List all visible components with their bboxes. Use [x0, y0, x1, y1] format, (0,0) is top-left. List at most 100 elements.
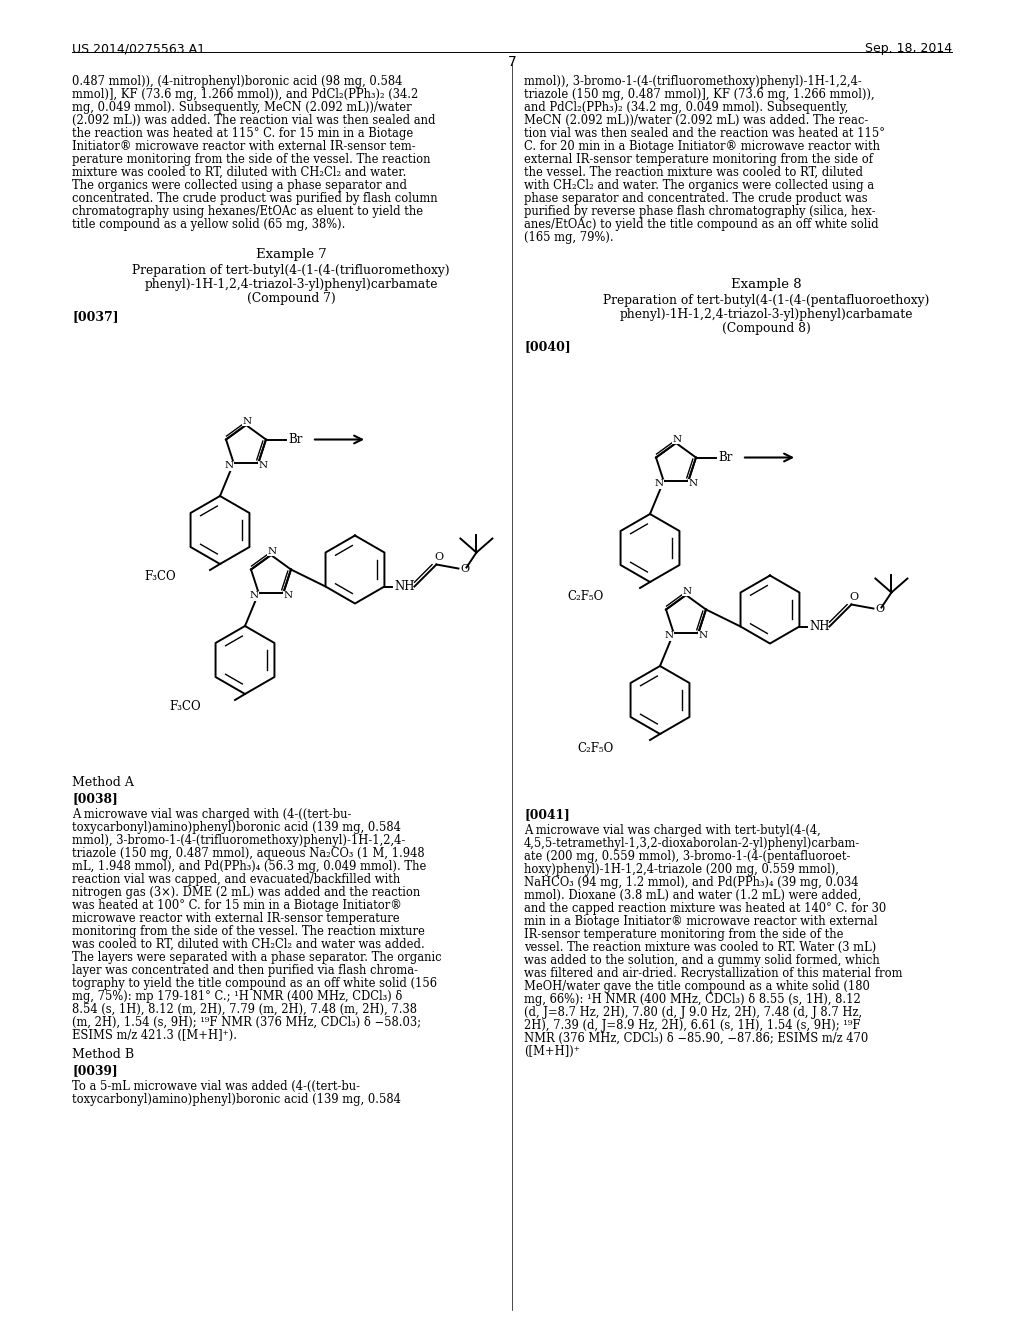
Text: Preparation of tert-butyl(4-(1-(4-(pentafluoroethoxy): Preparation of tert-butyl(4-(1-(4-(penta…: [603, 294, 929, 308]
Text: nitrogen gas (3×). DME (2 mL) was added and the reaction: nitrogen gas (3×). DME (2 mL) was added …: [72, 886, 420, 899]
Text: external IR-sensor temperature monitoring from the side of: external IR-sensor temperature monitorin…: [524, 153, 873, 166]
Text: mmol)), 3-bromo-1-(4-(trifluoromethoxy)phenyl)-1H-1,2,4-: mmol)), 3-bromo-1-(4-(trifluoromethoxy)p…: [524, 75, 862, 88]
Text: Method B: Method B: [72, 1048, 134, 1061]
Text: Preparation of tert-butyl(4-(1-(4-(trifluoromethoxy): Preparation of tert-butyl(4-(1-(4-(trifl…: [132, 264, 450, 277]
Text: was added to the solution, and a gummy solid formed, which: was added to the solution, and a gummy s…: [524, 954, 880, 968]
Text: N: N: [267, 546, 276, 556]
Text: triazole (150 mg, 0.487 mmol), aqueous Na₂CO₃ (1 M, 1.948: triazole (150 mg, 0.487 mmol), aqueous N…: [72, 847, 425, 861]
Text: ESIMS m/z 421.3 ([M+H]⁺).: ESIMS m/z 421.3 ([M+H]⁺).: [72, 1030, 237, 1041]
Text: 7: 7: [508, 55, 516, 69]
Text: phenyl)-1H-1,2,4-triazol-3-yl)phenyl)carbamate: phenyl)-1H-1,2,4-triazol-3-yl)phenyl)car…: [144, 279, 437, 290]
Text: N: N: [243, 417, 252, 425]
Text: O: O: [435, 552, 444, 561]
Text: N: N: [665, 631, 673, 640]
Text: toxycarbonyl)amino)phenyl)boronic acid (139 mg, 0.584: toxycarbonyl)amino)phenyl)boronic acid (…: [72, 821, 400, 834]
Text: anes/EtOAc) to yield the title compound as an off white solid: anes/EtOAc) to yield the title compound …: [524, 218, 879, 231]
Text: was heated at 100° C. for 15 min in a Biotage Initiator®: was heated at 100° C. for 15 min in a Bi…: [72, 899, 401, 912]
Text: NH: NH: [809, 620, 829, 634]
Text: N: N: [682, 586, 691, 595]
Text: A microwave vial was charged with tert-butyl(4-(4,: A microwave vial was charged with tert-b…: [524, 824, 821, 837]
Text: C₂F₅O: C₂F₅O: [578, 742, 614, 755]
Text: [0041]: [0041]: [524, 808, 569, 821]
Text: title compound as a yellow solid (65 mg, 38%).: title compound as a yellow solid (65 mg,…: [72, 218, 345, 231]
Text: C. for 20 min in a Biotage Initiator® microwave reactor with: C. for 20 min in a Biotage Initiator® mi…: [524, 140, 880, 153]
Text: F₃CO: F₃CO: [144, 569, 176, 582]
Text: microwave reactor with external IR-sensor temperature: microwave reactor with external IR-senso…: [72, 912, 399, 925]
Text: mmol), 3-bromo-1-(4-(trifluoromethoxy)phenyl)-1H-1,2,4-: mmol), 3-bromo-1-(4-(trifluoromethoxy)ph…: [72, 834, 406, 847]
Text: purified by reverse phase flash chromatography (silica, hex-: purified by reverse phase flash chromato…: [524, 205, 876, 218]
Text: Initiator® microwave reactor with external IR-sensor tem-: Initiator® microwave reactor with extern…: [72, 140, 416, 153]
Text: N: N: [654, 479, 664, 488]
Text: NMR (376 MHz, CDCl₃) δ −85.90, −87.86; ESIMS m/z 470: NMR (376 MHz, CDCl₃) δ −85.90, −87.86; E…: [524, 1032, 868, 1045]
Text: C₂F₅O: C₂F₅O: [567, 590, 604, 602]
Text: mg, 66%): ¹H NMR (400 MHz, CDCl₃) δ 8.55 (s, 1H), 8.12: mg, 66%): ¹H NMR (400 MHz, CDCl₃) δ 8.55…: [524, 993, 861, 1006]
Text: perature monitoring from the side of the vessel. The reaction: perature monitoring from the side of the…: [72, 153, 430, 166]
Text: (d, J=8.7 Hz, 2H), 7.80 (d, J 9.0 Hz, 2H), 7.48 (d, J 8.7 Hz,: (d, J=8.7 Hz, 2H), 7.80 (d, J 9.0 Hz, 2H…: [524, 1006, 862, 1019]
Text: Br: Br: [718, 451, 732, 465]
Text: hoxy)phenyl)-1H-1,2,4-triazole (200 mg, 0.559 mmol),: hoxy)phenyl)-1H-1,2,4-triazole (200 mg, …: [524, 863, 839, 876]
Text: mmol)], KF (73.6 mg, 1.266 mmol)), and PdCl₂(PPh₃)₂ (34.2: mmol)], KF (73.6 mg, 1.266 mmol)), and P…: [72, 88, 418, 102]
Text: [0039]: [0039]: [72, 1064, 118, 1077]
Text: tography to yield the title compound as an off white solid (156: tography to yield the title compound as …: [72, 977, 437, 990]
Text: 2H), 7.39 (d, J=8.9 Hz, 2H), 6.61 (s, 1H), 1.54 (s, 9H); ¹⁹F: 2H), 7.39 (d, J=8.9 Hz, 2H), 6.61 (s, 1H…: [524, 1019, 860, 1032]
Text: [0037]: [0037]: [72, 310, 119, 323]
Text: 4,5,5-tetramethyl-1,3,2-dioxaborolan-2-yl)phenyl)carbam-: 4,5,5-tetramethyl-1,3,2-dioxaborolan-2-y…: [524, 837, 860, 850]
Text: O: O: [461, 564, 470, 573]
Text: was cooled to RT, diluted with CH₂Cl₂ and water was added.: was cooled to RT, diluted with CH₂Cl₂ an…: [72, 939, 425, 950]
Text: N: N: [224, 462, 233, 470]
Text: mmol). Dioxane (3.8 mL) and water (1.2 mL) were added,: mmol). Dioxane (3.8 mL) and water (1.2 m…: [524, 888, 861, 902]
Text: NH: NH: [394, 579, 415, 593]
Text: The layers were separated with a phase separator. The organic: The layers were separated with a phase s…: [72, 950, 441, 964]
Text: [0040]: [0040]: [524, 341, 570, 352]
Text: mg, 75%): mp 179-181° C.; ¹H NMR (400 MHz, CDCl₃) δ: mg, 75%): mp 179-181° C.; ¹H NMR (400 MH…: [72, 990, 402, 1003]
Text: was filtered and air-dried. Recrystallization of this material from: was filtered and air-dried. Recrystalliz…: [524, 968, 902, 979]
Text: N: N: [673, 434, 682, 444]
Text: (165 mg, 79%).: (165 mg, 79%).: [524, 231, 613, 244]
Text: phenyl)-1H-1,2,4-triazol-3-yl)phenyl)carbamate: phenyl)-1H-1,2,4-triazol-3-yl)phenyl)car…: [620, 308, 912, 321]
Text: (2.092 mL)) was added. The reaction vial was then sealed and: (2.092 mL)) was added. The reaction vial…: [72, 114, 435, 127]
Text: (Compound 8): (Compound 8): [722, 322, 810, 335]
Text: N: N: [689, 479, 698, 488]
Text: mL, 1.948 mmol), and Pd(PPh₃)₄ (56.3 mg, 0.049 mmol). The: mL, 1.948 mmol), and Pd(PPh₃)₄ (56.3 mg,…: [72, 861, 426, 873]
Text: concentrated. The crude product was purified by flash column: concentrated. The crude product was puri…: [72, 191, 437, 205]
Text: N: N: [259, 462, 268, 470]
Text: toxycarbonyl)amino)phenyl)boronic acid (139 mg, 0.584: toxycarbonyl)amino)phenyl)boronic acid (…: [72, 1093, 400, 1106]
Text: A microwave vial was charged with (4-((tert-bu-: A microwave vial was charged with (4-((t…: [72, 808, 351, 821]
Text: N: N: [249, 591, 258, 601]
Text: ate (200 mg, 0.559 mmol), 3-bromo-1-(4-(pentafluoroet-: ate (200 mg, 0.559 mmol), 3-bromo-1-(4-(…: [524, 850, 850, 863]
Text: mg, 0.049 mmol). Subsequently, MeCN (2.092 mL))/water: mg, 0.049 mmol). Subsequently, MeCN (2.0…: [72, 102, 412, 114]
Text: layer was concentrated and then purified via flash chroma-: layer was concentrated and then purified…: [72, 964, 418, 977]
Text: vessel. The reaction mixture was cooled to RT. Water (3 mL): vessel. The reaction mixture was cooled …: [524, 941, 877, 954]
Text: To a 5-mL microwave vial was added (4-((tert-bu-: To a 5-mL microwave vial was added (4-((…: [72, 1080, 360, 1093]
Text: O: O: [850, 591, 859, 602]
Text: the vessel. The reaction mixture was cooled to RT, diluted: the vessel. The reaction mixture was coo…: [524, 166, 863, 180]
Text: Method A: Method A: [72, 776, 134, 789]
Text: mixture was cooled to RT, diluted with CH₂Cl₂ and water.: mixture was cooled to RT, diluted with C…: [72, 166, 407, 180]
Text: Br: Br: [288, 433, 302, 446]
Text: phase separator and concentrated. The crude product was: phase separator and concentrated. The cr…: [524, 191, 867, 205]
Text: [0038]: [0038]: [72, 792, 118, 805]
Text: N: N: [284, 591, 293, 601]
Text: F₃CO: F₃CO: [169, 700, 201, 713]
Text: the reaction was heated at 115° C. for 15 min in a Biotage: the reaction was heated at 115° C. for 1…: [72, 127, 414, 140]
Text: N: N: [698, 631, 708, 640]
Text: MeCN (2.092 mL))/water (2.092 mL) was added. The reac-: MeCN (2.092 mL))/water (2.092 mL) was ad…: [524, 114, 868, 127]
Text: The organics were collected using a phase separator and: The organics were collected using a phas…: [72, 180, 407, 191]
Text: Example 8: Example 8: [731, 279, 802, 290]
Text: NaHCO₃ (94 mg, 1.2 mmol), and Pd(PPh₃)₄ (39 mg, 0.034: NaHCO₃ (94 mg, 1.2 mmol), and Pd(PPh₃)₄ …: [524, 876, 858, 888]
Text: 0.487 mmol)), (4-nitrophenyl)boronic acid (98 mg, 0.584: 0.487 mmol)), (4-nitrophenyl)boronic aci…: [72, 75, 402, 88]
Text: with CH₂Cl₂ and water. The organics were collected using a: with CH₂Cl₂ and water. The organics were…: [524, 180, 874, 191]
Text: tion vial was then sealed and the reaction was heated at 115°: tion vial was then sealed and the reacti…: [524, 127, 885, 140]
Text: IR-sensor temperature monitoring from the side of the: IR-sensor temperature monitoring from th…: [524, 928, 844, 941]
Text: MeOH/water gave the title compound as a white solid (180: MeOH/water gave the title compound as a …: [524, 979, 869, 993]
Text: reaction vial was capped, and evacuated/backfilled with: reaction vial was capped, and evacuated/…: [72, 873, 400, 886]
Text: (Compound 7): (Compound 7): [247, 292, 336, 305]
Text: 8.54 (s, 1H), 8.12 (m, 2H), 7.79 (m, 2H), 7.48 (m, 2H), 7.38: 8.54 (s, 1H), 8.12 (m, 2H), 7.79 (m, 2H)…: [72, 1003, 417, 1016]
Text: US 2014/0275563 A1: US 2014/0275563 A1: [72, 42, 205, 55]
Text: Sep. 18, 2014: Sep. 18, 2014: [865, 42, 952, 55]
Text: chromatography using hexanes/EtOAc as eluent to yield the: chromatography using hexanes/EtOAc as el…: [72, 205, 423, 218]
Text: (m, 2H), 1.54 (s, 9H); ¹⁹F NMR (376 MHz, CDCl₃) δ −58.03;: (m, 2H), 1.54 (s, 9H); ¹⁹F NMR (376 MHz,…: [72, 1016, 421, 1030]
Text: monitoring from the side of the vessel. The reaction mixture: monitoring from the side of the vessel. …: [72, 925, 425, 939]
Text: min in a Biotage Initiator® microwave reactor with external: min in a Biotage Initiator® microwave re…: [524, 915, 878, 928]
Text: and PdCl₂(PPh₃)₂ (34.2 mg, 0.049 mmol). Subsequently,: and PdCl₂(PPh₃)₂ (34.2 mg, 0.049 mmol). …: [524, 102, 848, 114]
